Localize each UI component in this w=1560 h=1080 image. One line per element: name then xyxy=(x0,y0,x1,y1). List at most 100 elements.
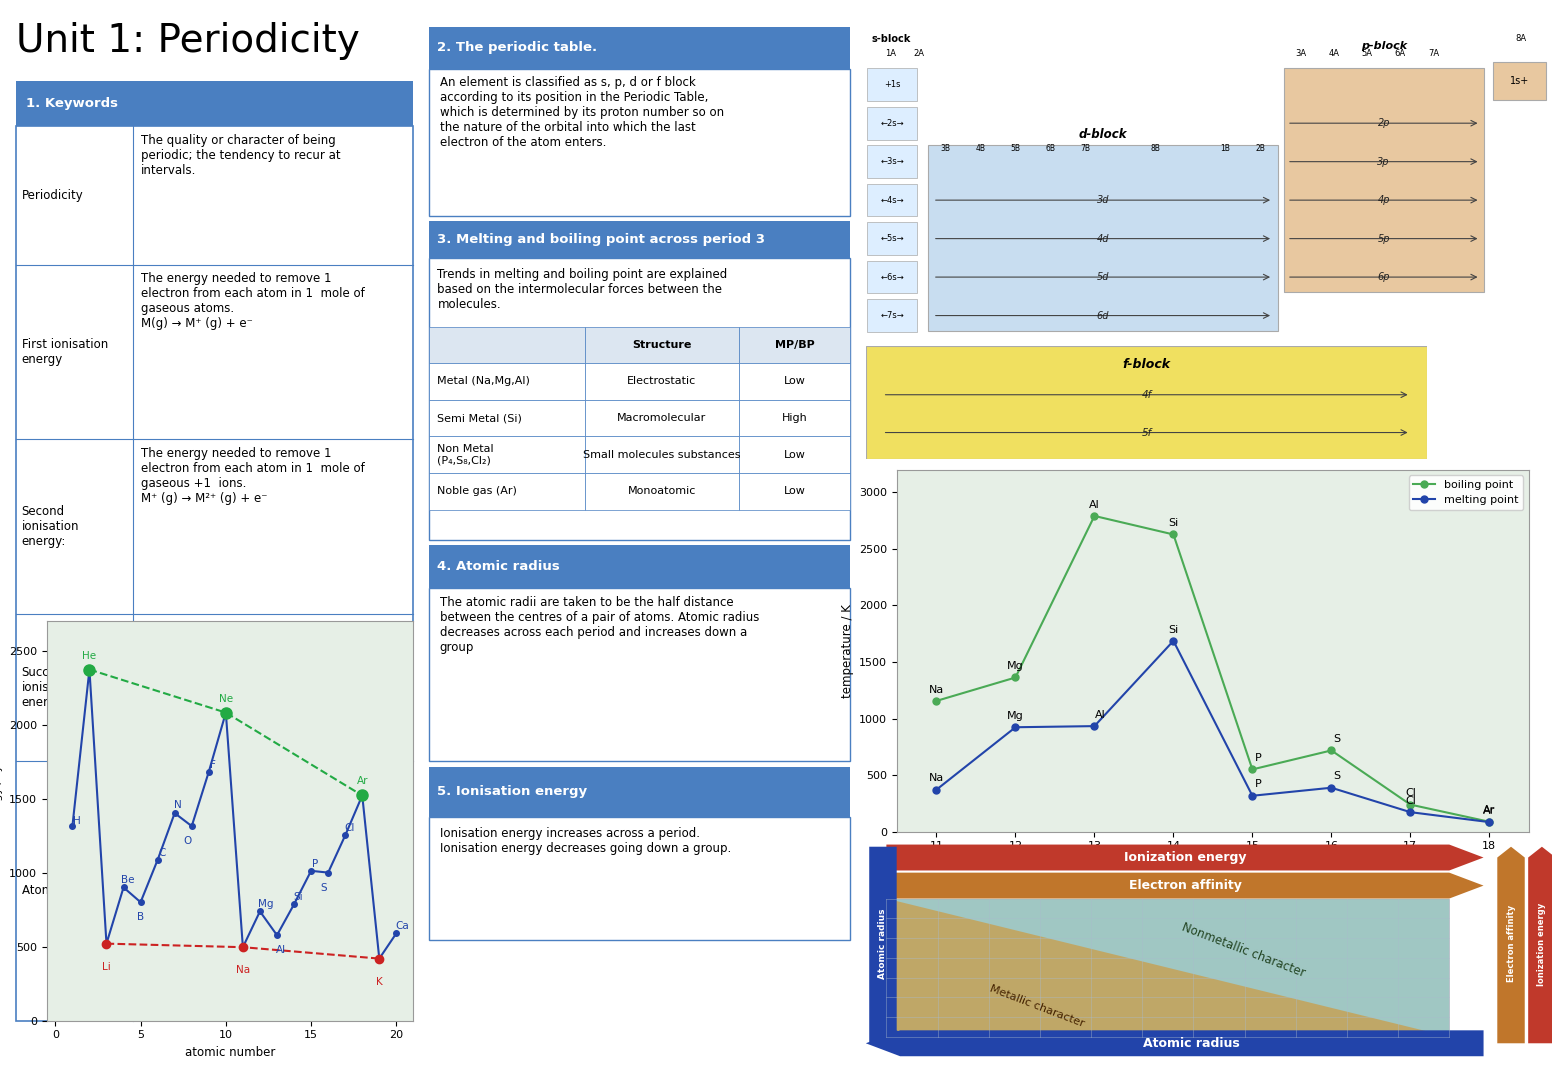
Text: ←2s→: ←2s→ xyxy=(880,119,905,127)
Text: Atomic radius: Atomic radius xyxy=(1143,1037,1240,1050)
Text: f-block: f-block xyxy=(1123,357,1170,372)
Text: 3A: 3A xyxy=(1295,50,1306,58)
Text: 7A: 7A xyxy=(1427,50,1440,58)
Bar xyxy=(867,184,917,216)
Text: Low: Low xyxy=(783,449,805,460)
Text: Electron affinity: Electron affinity xyxy=(1128,879,1242,892)
Text: S: S xyxy=(1334,771,1340,782)
Text: Cl: Cl xyxy=(345,823,354,834)
Text: Ionization energy: Ionization energy xyxy=(1538,902,1546,986)
Bar xyxy=(429,326,585,363)
Y-axis label: temperature / K: temperature / K xyxy=(841,604,853,698)
Text: ←7s→: ←7s→ xyxy=(880,311,905,320)
Text: F: F xyxy=(211,759,215,770)
Text: ←4s→: ←4s→ xyxy=(880,195,905,204)
Text: Si: Si xyxy=(1168,518,1178,528)
Bar xyxy=(429,27,850,68)
melting point xyxy=(927,783,945,796)
Text: Ar: Ar xyxy=(1484,806,1496,815)
Text: 2B: 2B xyxy=(1256,144,1265,152)
Bar xyxy=(429,816,850,940)
Text: Ar: Ar xyxy=(1484,806,1496,815)
Text: Small molecules substances: Small molecules substances xyxy=(583,449,741,460)
Text: Non Metal
(P₄,S₈,Cl₂): Non Metal (P₄,S₈,Cl₂) xyxy=(437,444,495,465)
Text: P: P xyxy=(1254,753,1262,764)
Bar xyxy=(585,326,738,363)
Text: 3p: 3p xyxy=(1377,157,1390,166)
Text: 3. Melting and boiling point across period 3: 3. Melting and boiling point across peri… xyxy=(437,233,766,246)
Bar xyxy=(867,107,917,139)
Text: Al: Al xyxy=(1089,500,1100,510)
Bar xyxy=(429,767,850,816)
Bar xyxy=(429,363,585,400)
Text: Atomic radius: Atomic radius xyxy=(878,908,888,980)
Text: 1B: 1B xyxy=(1220,144,1231,152)
Text: Ca: Ca xyxy=(395,921,409,931)
melting point xyxy=(1243,789,1262,802)
Line: boiling point: boiling point xyxy=(933,512,1493,825)
boiling point xyxy=(1164,528,1182,541)
Bar xyxy=(16,81,413,126)
Bar xyxy=(429,221,850,258)
Text: Periodicity: Periodicity xyxy=(22,189,83,202)
Bar xyxy=(738,400,850,436)
Text: d-block: d-block xyxy=(1078,129,1128,141)
Text: Li: Li xyxy=(101,961,111,972)
Text: High: High xyxy=(782,414,807,423)
melting point xyxy=(1164,634,1182,647)
Bar xyxy=(928,146,1278,330)
Text: Unit 1: Periodicity: Unit 1: Periodicity xyxy=(16,22,359,59)
Bar xyxy=(1493,62,1546,100)
Bar xyxy=(1284,68,1484,293)
Text: Structure: Structure xyxy=(632,340,691,350)
Text: 1. Keywords: 1. Keywords xyxy=(25,97,117,110)
Text: Ionisation energy increases across a period.
Ionisation energy decreases going d: Ionisation energy increases across a per… xyxy=(440,827,730,855)
Text: Ne: Ne xyxy=(218,694,232,704)
Text: 4A: 4A xyxy=(1328,50,1340,58)
Polygon shape xyxy=(886,899,1449,1037)
Text: 5B: 5B xyxy=(1011,144,1020,152)
Text: N: N xyxy=(173,799,181,810)
Text: Removing each electron in turn from
a mole of gaseous atoms. Provides
evidence o: Removing each electron in turn from a mo… xyxy=(140,621,367,664)
Text: a measure of the size of its atoms,
usually the mean or typical distance
from th: a measure of the size of its atoms, usua… xyxy=(140,769,363,841)
Polygon shape xyxy=(1498,847,1524,1043)
Text: Al: Al xyxy=(276,945,285,955)
Text: 8B: 8B xyxy=(1150,144,1161,152)
Text: The atomic radii are taken to be the half distance
between the centres of a pair: The atomic radii are taken to be the hal… xyxy=(440,596,758,654)
Bar xyxy=(867,68,917,102)
melting point xyxy=(1086,719,1104,732)
Bar xyxy=(585,363,738,400)
Text: Noble gas (Ar): Noble gas (Ar) xyxy=(437,486,518,497)
Text: 3d: 3d xyxy=(1097,195,1109,205)
Text: ←3s→: ←3s→ xyxy=(880,158,905,166)
Text: Semi Metal (Si): Semi Metal (Si) xyxy=(437,414,523,423)
melting point xyxy=(1321,781,1340,794)
Text: +1s: +1s xyxy=(885,80,900,90)
Text: 3B: 3B xyxy=(941,144,950,152)
Text: 2A: 2A xyxy=(913,50,925,58)
Text: 1s+: 1s+ xyxy=(1510,76,1529,86)
boiling point xyxy=(927,694,945,707)
Bar xyxy=(585,436,738,473)
Text: Metal (Na,Mg,Al): Metal (Na,Mg,Al) xyxy=(437,377,530,387)
Text: S: S xyxy=(321,882,328,893)
Bar xyxy=(867,299,917,332)
Text: Si: Si xyxy=(1168,624,1178,635)
Text: Second
ionisation
energy:: Second ionisation energy: xyxy=(22,504,80,548)
Text: Na: Na xyxy=(928,773,944,783)
Text: 5A: 5A xyxy=(1362,50,1373,58)
Bar xyxy=(738,326,850,363)
Text: Electron affinity: Electron affinity xyxy=(1507,905,1515,983)
Text: C: C xyxy=(158,848,165,858)
boiling point xyxy=(1401,798,1420,811)
Text: 4f: 4f xyxy=(1142,390,1151,400)
Text: Monoatomic: Monoatomic xyxy=(627,486,696,497)
Bar xyxy=(429,473,585,510)
Text: s-block: s-block xyxy=(870,33,911,43)
Text: 6p: 6p xyxy=(1377,272,1390,282)
Bar xyxy=(867,146,917,178)
Polygon shape xyxy=(886,845,1484,870)
Text: He: He xyxy=(83,651,97,661)
Bar xyxy=(886,899,1449,1037)
Text: 5d: 5d xyxy=(1097,272,1109,282)
